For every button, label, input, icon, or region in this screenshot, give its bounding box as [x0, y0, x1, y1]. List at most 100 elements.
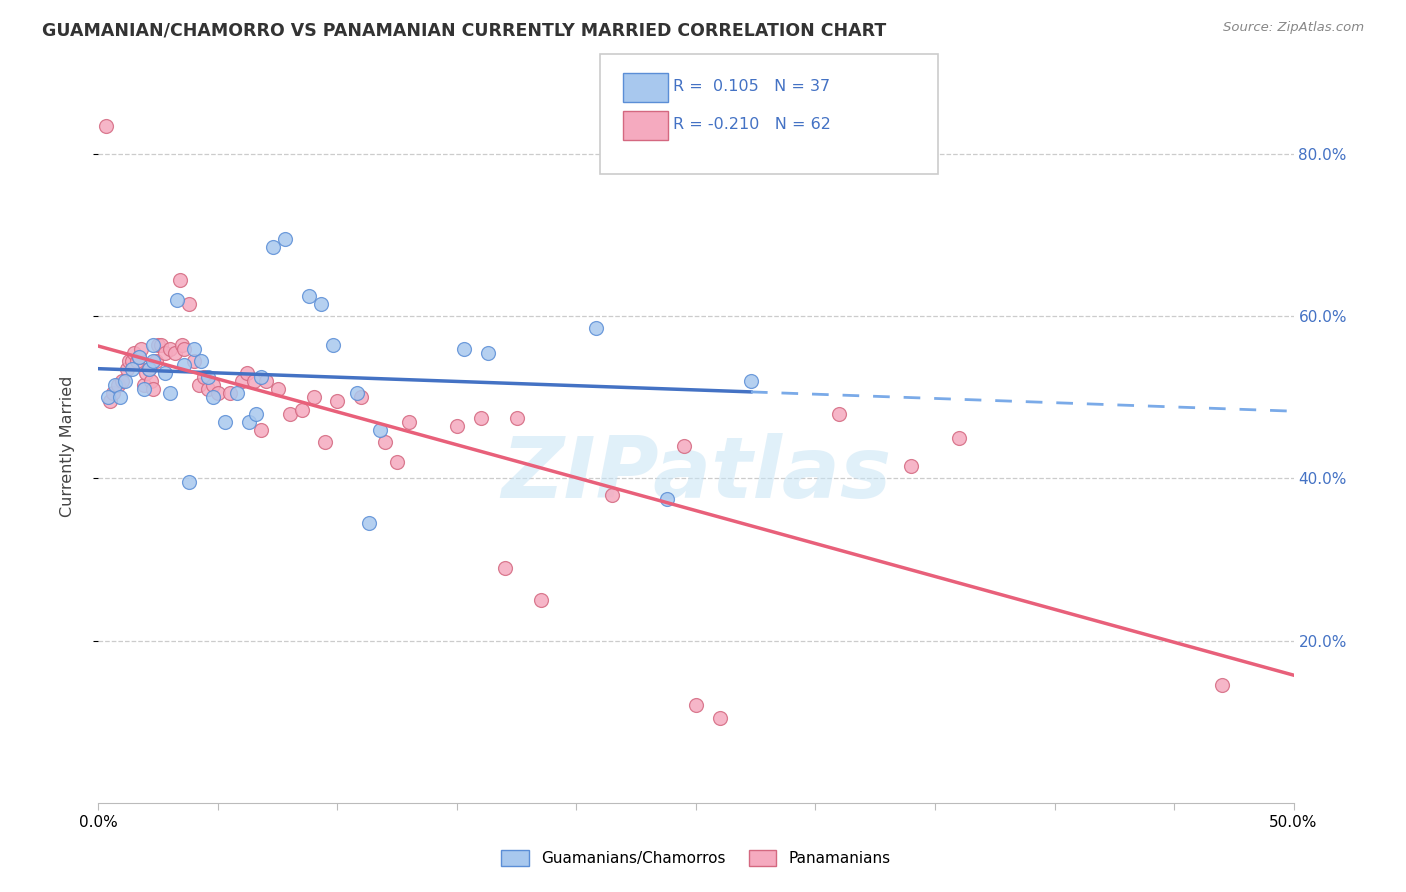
- Point: [159, 342, 181, 356]
- Point: [163, 345, 186, 359]
- Point: [179, 297, 201, 311]
- Point: [148, 337, 170, 351]
- Text: ZIPatlas: ZIPatlas: [501, 433, 891, 516]
- Point: [107, 378, 129, 392]
- Point: [173, 342, 195, 356]
- Point: [494, 560, 516, 574]
- Point: [231, 374, 253, 388]
- Y-axis label: Currently Married: Currently Married: [60, 376, 75, 516]
- Point: [125, 354, 148, 368]
- Point: [101, 386, 124, 401]
- Point: [179, 475, 201, 490]
- Point: [104, 378, 127, 392]
- Point: [132, 378, 155, 392]
- Point: [97, 390, 120, 404]
- Point: [385, 455, 409, 469]
- Point: [214, 415, 236, 429]
- Point: [477, 345, 499, 359]
- Point: [138, 362, 160, 376]
- Point: [115, 362, 138, 376]
- Point: [302, 390, 325, 404]
- Point: [121, 362, 143, 376]
- Point: [149, 337, 172, 351]
- Point: [278, 407, 301, 421]
- Point: [740, 374, 762, 388]
- Point: [155, 366, 177, 380]
- Point: [219, 386, 242, 401]
- Point: [585, 321, 607, 335]
- Point: [142, 337, 165, 351]
- Point: [197, 370, 219, 384]
- Point: [322, 337, 344, 351]
- Point: [190, 354, 212, 368]
- Point: [250, 423, 273, 437]
- Point: [142, 382, 165, 396]
- Point: [828, 407, 851, 421]
- Point: [685, 698, 707, 713]
- Point: [118, 354, 141, 368]
- Point: [132, 382, 155, 396]
- Point: [226, 386, 249, 401]
- Point: [506, 410, 529, 425]
- Point: [142, 354, 165, 368]
- Point: [111, 374, 134, 388]
- Point: [138, 362, 160, 376]
- Point: [131, 342, 153, 356]
- Point: [202, 378, 225, 392]
- Point: [350, 390, 373, 404]
- Point: [948, 431, 970, 445]
- Point: [166, 293, 188, 307]
- Text: R = -0.210   N = 62: R = -0.210 N = 62: [673, 118, 831, 132]
- Point: [124, 345, 146, 359]
- Point: [121, 354, 143, 368]
- Point: [114, 374, 136, 388]
- Point: [145, 354, 167, 368]
- Point: [357, 516, 380, 530]
- Text: Source: ZipAtlas.com: Source: ZipAtlas.com: [1223, 21, 1364, 35]
- Point: [243, 374, 266, 388]
- Point: [370, 423, 392, 437]
- Point: [298, 289, 321, 303]
- Point: [193, 370, 215, 384]
- Point: [274, 232, 297, 246]
- Text: GUAMANIAN/CHAMORRO VS PANAMANIAN CURRENTLY MARRIED CORRELATION CHART: GUAMANIAN/CHAMORRO VS PANAMANIAN CURRENT…: [42, 21, 886, 39]
- Point: [197, 382, 219, 396]
- Point: [254, 374, 277, 388]
- Point: [202, 390, 225, 404]
- Point: [657, 491, 679, 506]
- Point: [267, 382, 290, 396]
- Point: [470, 410, 492, 425]
- Point: [1211, 678, 1233, 692]
- Point: [128, 350, 150, 364]
- Text: R =  0.105   N = 37: R = 0.105 N = 37: [673, 79, 831, 94]
- Point: [108, 390, 131, 404]
- Point: [172, 337, 194, 351]
- Point: [602, 488, 624, 502]
- Point: [453, 342, 475, 356]
- Point: [155, 345, 177, 359]
- Point: [900, 459, 922, 474]
- Point: [98, 394, 122, 409]
- Point: [315, 434, 337, 449]
- Point: [446, 418, 468, 433]
- Point: [309, 297, 332, 311]
- Point: [235, 366, 257, 380]
- Point: [530, 593, 553, 607]
- Legend: Guamanians/Chamorros, Panamanians: Guamanians/Chamorros, Panamanians: [495, 844, 897, 872]
- Point: [262, 240, 284, 254]
- Point: [187, 378, 209, 392]
- Point: [673, 439, 696, 453]
- Point: [291, 402, 314, 417]
- Point: [135, 366, 157, 380]
- Point: [94, 119, 117, 133]
- Point: [250, 370, 273, 384]
- Point: [398, 415, 420, 429]
- Point: [326, 394, 349, 409]
- Point: [245, 407, 267, 421]
- Point: [374, 434, 396, 449]
- Point: [238, 415, 260, 429]
- Point: [346, 386, 368, 401]
- Point: [139, 374, 162, 388]
- Point: [709, 711, 731, 725]
- Point: [183, 342, 205, 356]
